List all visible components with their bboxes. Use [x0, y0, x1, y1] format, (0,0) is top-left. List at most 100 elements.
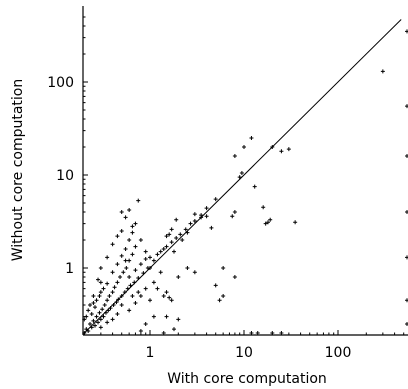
data-point	[185, 230, 190, 235]
data-point	[127, 275, 132, 280]
data-point	[115, 280, 120, 285]
data-point	[192, 270, 197, 275]
data-point	[133, 221, 138, 226]
data-point	[255, 331, 260, 336]
data-point	[174, 217, 179, 222]
data-point	[164, 290, 169, 295]
data-point	[133, 244, 138, 249]
data-point	[239, 171, 244, 176]
data-point	[164, 314, 169, 319]
data-point	[213, 283, 218, 288]
data-point	[121, 270, 126, 275]
data-point	[151, 280, 156, 285]
data-point	[185, 266, 190, 270]
data-point	[119, 293, 124, 298]
data-point	[136, 198, 141, 203]
data-point	[143, 321, 148, 326]
data-point	[86, 329, 91, 334]
data-point	[143, 256, 148, 261]
plot-axes	[82, 6, 408, 336]
data-point	[217, 298, 222, 303]
data-point	[93, 323, 98, 328]
data-point	[279, 149, 284, 154]
data-point	[130, 293, 135, 298]
data-point	[151, 258, 156, 263]
x-axis-title: With core computation	[167, 371, 327, 387]
data-point	[127, 258, 132, 263]
data-point	[199, 215, 204, 220]
data-point	[91, 301, 96, 306]
data-point	[132, 280, 137, 285]
data-point	[97, 310, 102, 315]
data-point	[167, 295, 172, 300]
data-point	[101, 286, 106, 291]
data-point	[86, 308, 91, 313]
data-point	[148, 298, 152, 303]
data-point	[158, 270, 163, 275]
data-point	[110, 270, 115, 275]
data-point	[108, 306, 113, 311]
data-point	[171, 249, 176, 254]
data-point	[174, 236, 179, 241]
data-point	[164, 234, 169, 239]
data-point	[125, 286, 130, 291]
data-point	[141, 271, 146, 276]
data-point	[263, 221, 268, 226]
data-point	[118, 275, 123, 280]
data-point	[119, 228, 124, 233]
data-point	[405, 321, 408, 326]
data-point	[111, 303, 116, 308]
data-point	[130, 252, 135, 257]
data-point	[169, 227, 174, 232]
data-point	[178, 232, 183, 237]
data-point	[98, 266, 103, 270]
data-point	[101, 314, 106, 319]
data-point	[405, 255, 408, 260]
data-point	[115, 234, 120, 239]
data-point	[204, 214, 209, 219]
data-point	[123, 247, 128, 252]
data-point	[232, 275, 237, 280]
data-point	[91, 318, 96, 323]
data-point	[237, 175, 242, 180]
data-point	[105, 298, 110, 303]
data-point	[230, 214, 235, 219]
data-point	[98, 290, 103, 295]
data-point	[151, 314, 156, 319]
data-point	[119, 303, 124, 308]
data-point	[88, 303, 93, 308]
data-point	[88, 321, 93, 326]
data-point	[405, 298, 408, 303]
data-point	[183, 227, 188, 232]
data-point	[138, 293, 143, 298]
data-points-layer	[82, 29, 408, 336]
data-point	[380, 69, 385, 74]
data-point	[110, 242, 115, 247]
data-point	[105, 320, 110, 325]
data-point	[155, 286, 160, 291]
data-point	[286, 147, 291, 152]
data-point	[143, 249, 148, 254]
data-point	[119, 253, 124, 258]
data-point	[127, 238, 132, 243]
data-point	[204, 206, 209, 211]
data-point	[84, 327, 89, 332]
data-point	[96, 320, 101, 325]
data-point	[176, 275, 181, 280]
data-point	[161, 247, 166, 252]
data-point	[110, 317, 115, 322]
data-point	[221, 266, 226, 270]
data-point	[89, 325, 94, 330]
data-point	[97, 293, 102, 298]
reference-line-layer	[83, 19, 402, 334]
data-point	[242, 145, 246, 150]
data-point	[265, 220, 270, 225]
data-point	[180, 238, 185, 243]
data-point	[270, 145, 275, 150]
data-point	[124, 266, 129, 270]
data-point	[130, 224, 135, 229]
data-point	[169, 240, 174, 245]
y-axis-title: Without core computation	[10, 79, 26, 262]
data-point	[98, 280, 103, 285]
data-point	[405, 104, 408, 109]
